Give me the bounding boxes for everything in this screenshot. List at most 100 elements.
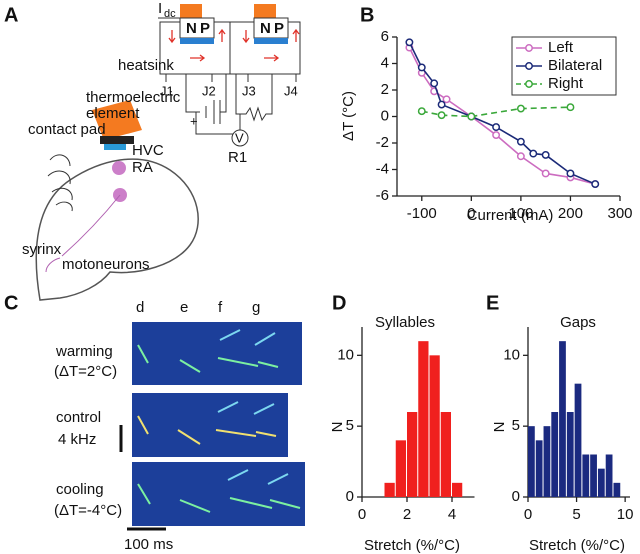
y-tick-label: -2	[376, 134, 389, 151]
y-axis-label: ΔT (°C)	[340, 91, 357, 141]
part-label: HVC	[132, 142, 164, 159]
spectrogram	[132, 462, 305, 526]
bar	[605, 454, 613, 497]
syllable-label: d	[136, 299, 144, 316]
cerebellum	[47, 154, 73, 212]
condition-label: cooling	[56, 481, 104, 498]
legend-marker	[525, 80, 533, 88]
y-tick-label: 0	[381, 107, 389, 124]
marker	[442, 95, 451, 104]
y-tick-label: 0	[346, 488, 354, 505]
marker	[417, 63, 426, 72]
syllable-label: e	[180, 299, 188, 316]
marker	[529, 149, 538, 158]
bar	[407, 412, 418, 497]
marker	[541, 169, 550, 178]
contact-plate	[254, 38, 288, 44]
part-label: syrinx	[22, 241, 62, 258]
bar	[440, 412, 451, 497]
marker	[591, 180, 600, 189]
x-tick-label: 5	[572, 506, 580, 523]
marker	[492, 123, 501, 132]
x-axis-label: Current (mA)	[467, 207, 554, 224]
chart-title: Syllables	[375, 314, 435, 331]
y-tick-label: 6	[381, 28, 389, 45]
legend-marker	[525, 62, 533, 70]
marker	[566, 103, 575, 112]
junction-label: J1	[160, 83, 174, 98]
bar	[559, 341, 566, 497]
part-label: thermoelectric	[86, 89, 181, 106]
y-axis-label: N	[329, 422, 346, 433]
bar	[613, 482, 621, 497]
element-letter: P	[200, 20, 210, 37]
marker	[492, 131, 501, 140]
x-tick-label: 300	[607, 205, 632, 222]
panel-label: A	[4, 4, 18, 26]
plus-sign: +	[190, 113, 198, 128]
marker	[437, 100, 446, 109]
y-tick-label: 5	[346, 417, 354, 434]
y-axis-label: N	[491, 422, 508, 433]
element-letter: N	[186, 20, 197, 37]
marker	[516, 104, 525, 113]
condition-label: warming	[55, 343, 113, 360]
bar	[590, 454, 597, 497]
part-label: RA	[132, 159, 153, 176]
y-tick-label: 5	[512, 417, 520, 434]
hvc	[112, 161, 126, 175]
x-tick-label: -100	[407, 205, 437, 222]
current-label: I	[158, 0, 162, 17]
y-tick-label: 10	[337, 346, 354, 363]
x-tick-label: 10	[617, 506, 634, 523]
line	[421, 106, 571, 118]
chart-title: Gaps	[560, 314, 596, 331]
y-tick-label: 4	[381, 54, 389, 71]
heatsink-block	[180, 4, 202, 18]
panel-label: C	[4, 292, 18, 314]
legend-label: Bilateral	[548, 57, 602, 74]
x-tick-label: 4	[448, 506, 456, 523]
voltmeter-label: V	[235, 130, 244, 145]
heatsink-block	[254, 4, 276, 18]
x-tick-label: 0	[524, 506, 532, 523]
projection	[61, 194, 121, 257]
bar	[418, 341, 429, 497]
resistor-label: R1	[228, 149, 247, 166]
part-label: motoneurons	[62, 256, 150, 273]
bar	[597, 468, 605, 497]
x-tick-label: 2	[403, 506, 411, 523]
marker	[437, 111, 446, 120]
bar	[452, 482, 463, 497]
y-tick-label: 0	[512, 488, 520, 505]
x-axis-label: Stretch (%/°C)	[364, 537, 460, 554]
legend-marker	[525, 44, 533, 52]
part-label: element	[86, 105, 140, 122]
condition-label: control	[56, 409, 101, 426]
junction-legs	[165, 74, 297, 82]
circuit-wires	[185, 74, 273, 135]
line	[408, 47, 596, 185]
x-tick-label: 100	[508, 205, 533, 222]
junction-label: J2	[202, 83, 216, 98]
motoneuron-path	[45, 257, 61, 273]
bar	[566, 412, 574, 497]
element-letter: P	[274, 20, 284, 37]
bar	[395, 440, 406, 497]
element-letter: N	[260, 20, 271, 37]
x-tick-label: 0	[358, 506, 366, 523]
bar	[528, 426, 535, 497]
diagram: I dc N P N P J1 J2 J3 J4 + V R1 heatsink…	[22, 0, 301, 301]
panel-label: B	[360, 4, 374, 26]
x-axis-label: Stretch (%/°C)	[529, 537, 625, 554]
bar	[535, 440, 543, 497]
syllable-label: g	[252, 299, 260, 316]
bar	[384, 482, 395, 497]
bar	[574, 383, 582, 497]
marker	[516, 152, 525, 161]
voltmeter	[231, 129, 249, 147]
contact-pad	[104, 144, 126, 150]
heatsink	[92, 100, 142, 140]
